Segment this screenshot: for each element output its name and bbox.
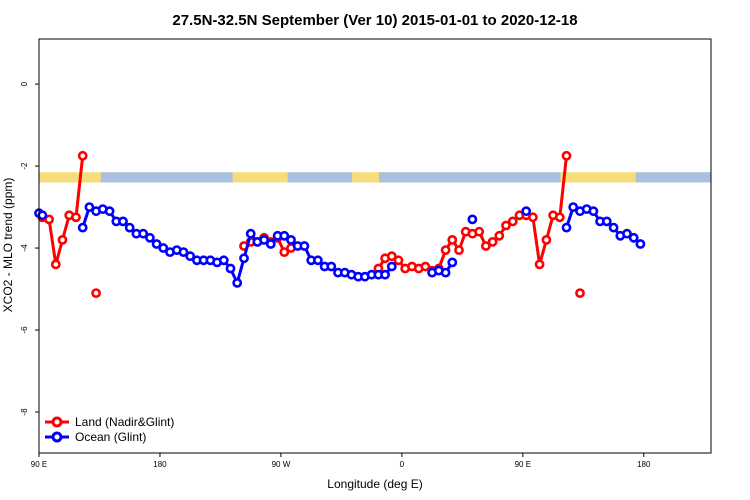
land-point <box>528 212 538 223</box>
land-point <box>554 212 565 223</box>
land-mask-band <box>39 172 711 183</box>
legend-land-marker <box>51 416 63 428</box>
ocean-point <box>386 261 397 272</box>
ocean-point <box>77 222 88 233</box>
ocean-point <box>588 206 599 217</box>
land-point <box>561 150 572 161</box>
land-point <box>57 234 68 245</box>
ocean-point <box>265 239 276 249</box>
land-point <box>494 230 505 241</box>
ocean-point <box>467 214 478 225</box>
land-point <box>534 259 545 270</box>
land-point <box>480 241 491 251</box>
land-point <box>487 236 498 247</box>
ocean-point <box>447 257 458 268</box>
ocean-point <box>104 206 115 217</box>
ocean-point <box>124 222 135 233</box>
land-band-ocean-1 <box>287 172 353 183</box>
ocean-point <box>561 222 572 233</box>
land-point <box>393 255 404 266</box>
chart-title: 27.5N-32.5N September (Ver 10) 2015-01-0… <box>172 12 577 29</box>
ocean-point <box>178 247 189 257</box>
land-point <box>474 226 485 237</box>
ocean-point <box>138 228 149 239</box>
ocean-point <box>118 216 128 227</box>
land-point <box>454 245 464 255</box>
ocean-point <box>326 261 337 272</box>
ocean-point <box>232 277 243 288</box>
x-tick-label: 90 E <box>515 460 531 469</box>
land-point <box>420 261 431 272</box>
x-tick-label: 0 <box>400 460 405 469</box>
land-point <box>71 212 81 223</box>
ocean-point <box>440 267 451 278</box>
land-band-land <box>39 172 711 183</box>
legend-ocean-marker <box>51 431 63 443</box>
ocean-point <box>144 232 155 243</box>
land-point <box>447 234 458 245</box>
x-tick-label: 180 <box>153 460 167 469</box>
ocean-point <box>158 243 169 253</box>
ocean-point <box>84 202 95 212</box>
ocean-point <box>279 230 290 241</box>
y-tick-label: -4 <box>20 244 29 252</box>
land-band-ocean-0 <box>100 172 233 183</box>
ocean-point <box>185 251 196 262</box>
x-tick-label: 180 <box>637 460 651 469</box>
ocean-point <box>299 241 310 251</box>
ocean-point <box>312 255 323 266</box>
axes-layer: 90 E 180 90 W 0 90 E 180 0 -2 -4 -6 -8 <box>20 38 712 469</box>
legend-land-label: Land (Nadir&Glint) <box>75 415 174 429</box>
ocean-point <box>239 253 249 264</box>
land-point <box>91 288 101 298</box>
x-axis-label: Longitude (deg E) <box>327 477 422 491</box>
plot-frame <box>38 38 712 454</box>
ocean-point <box>37 210 48 221</box>
series-layer <box>34 150 646 298</box>
ocean-point <box>622 228 632 239</box>
ocean-point <box>601 216 612 227</box>
land-point <box>501 220 511 231</box>
land-point <box>77 150 88 161</box>
legend-ocean-label: Ocean (Glint) <box>75 430 146 444</box>
land-line-0 <box>41 155 85 265</box>
legend: Land (Nadir&Glint) Ocean (Glint) <box>40 414 190 448</box>
land-point <box>386 251 397 262</box>
ocean-point <box>259 234 269 245</box>
ocean-point <box>286 234 296 245</box>
ocean-point <box>635 239 646 249</box>
land-point <box>507 216 518 227</box>
ocean-point <box>218 255 229 266</box>
land-point <box>440 245 451 255</box>
y-tick-label: 0 <box>20 81 29 86</box>
ocean-point <box>568 202 579 212</box>
y-tick-label: -2 <box>20 162 29 170</box>
ocean-point <box>151 239 162 249</box>
ocean-point <box>380 269 390 280</box>
land-band-ocean-2 <box>379 172 561 183</box>
land-band-ocean-3 <box>635 172 711 183</box>
ocean-point <box>628 232 639 243</box>
x-tick-label: 90 E <box>31 460 47 469</box>
x-tick-label: 90 W <box>272 460 291 469</box>
y-tick-label: -6 <box>20 326 29 334</box>
legend-box <box>40 414 190 448</box>
land-point <box>279 247 290 257</box>
ocean-point <box>245 228 256 239</box>
ocean-point <box>521 206 532 217</box>
ocean-point <box>225 263 236 274</box>
land-point <box>50 259 61 270</box>
land-point <box>575 288 585 298</box>
land-point <box>44 214 54 225</box>
ocean-point <box>608 222 619 233</box>
y-axis-label: XCO2 - MLO trend (ppm) <box>1 178 15 313</box>
y-tick-label: -8 <box>20 408 29 416</box>
land-point <box>541 234 552 245</box>
